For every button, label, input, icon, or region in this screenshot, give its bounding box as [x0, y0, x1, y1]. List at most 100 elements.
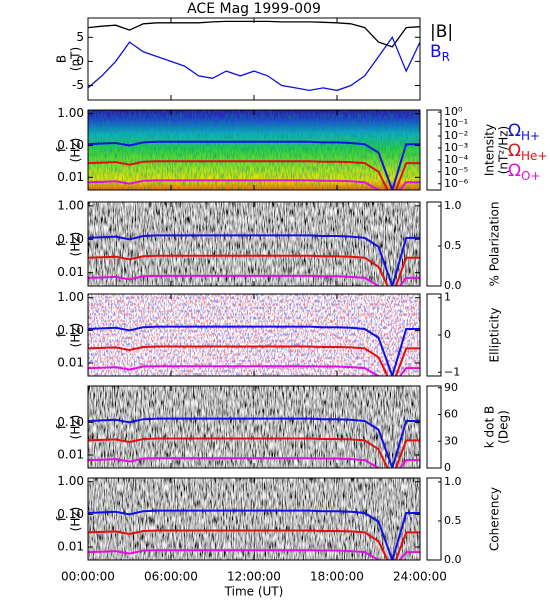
axes-frame — [87, 17, 421, 101]
colorbar-tick-label: 1.0 — [444, 199, 462, 212]
legend-entry: |B| — [430, 22, 453, 42]
legend-entry: ΩH+ — [508, 121, 540, 143]
y-axis-title: (Hz) — [69, 138, 83, 163]
gyrofrequency-line — [88, 274, 420, 286]
plot-area — [88, 202, 420, 286]
colorbar-tick-label: 0.0 — [444, 279, 462, 292]
plot-area — [88, 478, 420, 560]
colorbar-title: Intensity — [483, 124, 497, 176]
y-tick-label: 1.00 — [57, 474, 84, 488]
gyrofrequency-line — [88, 254, 420, 286]
colorbar-tick-label: 1.0 — [444, 475, 462, 488]
legend-entry: ΩO+ — [508, 161, 541, 183]
y-tick-label: 0.10 — [57, 415, 84, 429]
line-series — [88, 20, 420, 48]
y-axis-title: (Hz) — [69, 323, 83, 348]
legend-subscript: O+ — [521, 169, 541, 183]
colorbar-tick-label: 0.5 — [444, 514, 462, 527]
y-axis-title: f — [55, 332, 69, 337]
colorbar — [426, 109, 442, 191]
y-axis-title: (Hz) — [69, 232, 83, 257]
colorbar-tick-label: 0 — [444, 461, 451, 474]
y-tick-label: 1.00 — [57, 106, 84, 120]
x-tick-label: 18:00:00 — [310, 570, 364, 584]
colorbar-title: Ellipticity — [488, 308, 502, 363]
spectrogram-texture — [88, 110, 420, 190]
y-tick-label: 0.10 — [57, 507, 84, 521]
legend-name: Ω — [508, 161, 521, 181]
plot-area — [88, 20, 420, 92]
plot-area — [88, 294, 420, 376]
spectrogram — [88, 202, 420, 286]
legend-subscript: He+ — [521, 149, 547, 163]
gyrofrequency-line — [88, 140, 420, 190]
y-tick-label: 1.00 — [57, 198, 84, 212]
spectrogram — [88, 478, 420, 560]
legend-name: |B| — [430, 22, 453, 42]
colorbar-tick-label: 0.5 — [444, 239, 462, 252]
y-axis-title: f — [55, 147, 69, 152]
colorbar-tick-label: 1 — [444, 291, 451, 304]
colorbar-title: (nT²/Hz) — [497, 126, 511, 174]
y-axis-title: f — [55, 241, 69, 246]
y-tick-label: 0 — [76, 54, 84, 68]
colorbar-tick-label: 90 — [444, 381, 458, 394]
colorbar-tick-label: 10⁻³ — [444, 141, 468, 154]
gyrofrequency-line — [88, 437, 420, 468]
y-tick-label: 0.01 — [57, 265, 84, 279]
legend-subscript: H+ — [521, 129, 540, 143]
spectrogram-blue — [88, 294, 420, 376]
y-tick-label: 1.00 — [57, 290, 84, 304]
colorbar-tick-label: 60 — [444, 408, 458, 421]
colorbar — [426, 385, 442, 469]
legend-entry: BR — [430, 42, 450, 64]
y-tick-label: 0.10 — [57, 138, 84, 152]
gyrofrequency-line — [88, 345, 420, 376]
legend-name: Ω — [508, 141, 521, 161]
colorbar-title: (Deg) — [497, 410, 511, 444]
gyrofrequency-line — [88, 179, 420, 190]
colorbar-tick-label: 0 — [444, 328, 451, 341]
plot-area — [88, 386, 420, 468]
y-tick-label: 0.01 — [57, 170, 84, 184]
colorbar — [426, 477, 442, 561]
x-tick-label: 00:00:00 — [61, 570, 115, 584]
y-axis-title: f — [55, 516, 69, 521]
y-tick-label: 0.01 — [57, 356, 84, 370]
y-axis-title: (Hz) — [69, 507, 83, 532]
colorbar-title: k dot B — [483, 406, 497, 448]
y-tick-label: 0.01 — [57, 448, 84, 462]
x-tick-label: 06:00:00 — [144, 570, 198, 584]
y-tick-label: -5 — [72, 78, 84, 92]
y-axis-title: f — [55, 424, 69, 429]
x-tick-label: 12:00:00 — [227, 570, 281, 584]
gyrofrequency-line — [88, 457, 420, 468]
spectrogram — [88, 386, 420, 468]
gyrofrequency-line — [88, 365, 420, 376]
gyrofrequency-line — [88, 325, 420, 376]
colorbar-tick-label: 10⁰ — [444, 105, 463, 118]
gyrofrequency-line — [88, 509, 420, 560]
y-tick-label: 0.01 — [57, 540, 84, 554]
y-axis-title: B — [55, 55, 69, 63]
legend-subscript: R — [442, 50, 450, 64]
gyrofrequency-line — [88, 234, 420, 286]
gyrofrequency-line — [88, 160, 420, 190]
colorbar-tick-label: 10⁻⁶ — [444, 177, 469, 190]
legend-name: B — [430, 42, 442, 62]
gyrofrequency-line — [88, 549, 420, 560]
y-axis-title: (Hz) — [69, 415, 83, 440]
y-tick-label: 5 — [76, 30, 84, 44]
colorbar — [426, 201, 442, 287]
legend-entry: ΩHe+ — [508, 141, 547, 163]
y-tick-label: 0.10 — [57, 323, 84, 337]
colorbar-tick-label: 10⁻¹ — [444, 117, 468, 130]
line-series — [88, 35, 420, 92]
colorbar-tick-label: 30 — [444, 434, 458, 447]
colorbar-tick-label: 10⁻⁵ — [444, 165, 468, 178]
x-axis-title: Time (UT) — [224, 585, 284, 599]
gyrofrequency-line — [88, 529, 420, 560]
chart-title: ACE Mag 1999-009 — [187, 1, 321, 17]
legend-name: Ω — [508, 121, 521, 141]
